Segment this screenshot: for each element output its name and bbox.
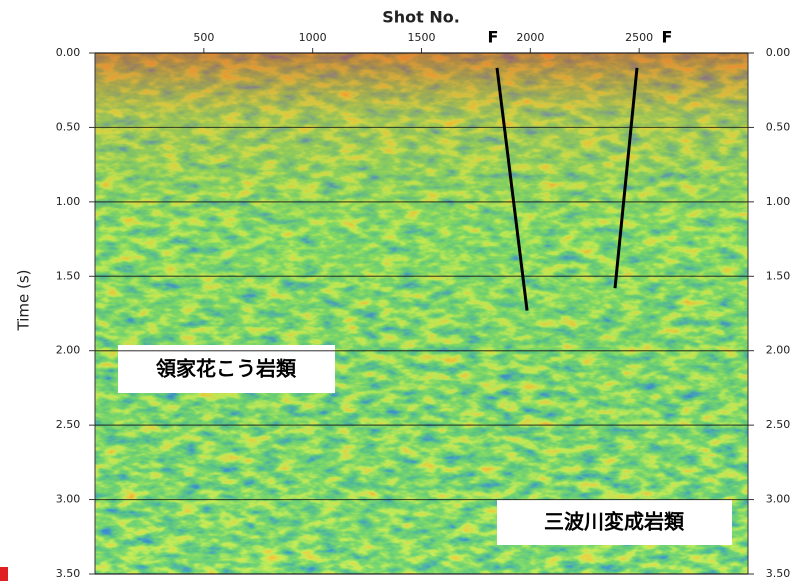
y-tick-label: 3.00	[56, 493, 81, 506]
shallow-reflections	[95, 53, 748, 574]
x-tick-label: 2500	[625, 31, 653, 44]
y-tick-label: 0.50	[56, 120, 81, 133]
annotation: 領家花こう岩類	[156, 357, 297, 381]
fault-label: F	[488, 28, 499, 47]
y-tick-label-right: 0.50	[766, 120, 791, 133]
fault-line	[495, 67, 529, 311]
y-tick-label-right: 1.00	[766, 195, 791, 208]
x-tick-label: 1000	[299, 31, 327, 44]
y-tick-label: 1.50	[56, 269, 81, 282]
y-tick-label: 2.50	[56, 418, 81, 431]
corner-mark	[0, 567, 8, 581]
x-tick-label: 500	[193, 31, 214, 44]
y-tick-label-right: 1.50	[766, 269, 791, 282]
y-tick-label-right: 3.00	[766, 493, 791, 506]
y-tick-label-right: 2.00	[766, 344, 791, 357]
annotation: 三波川変成岩類	[544, 510, 685, 534]
y-tick-label: 1.00	[56, 195, 81, 208]
y-tick-label-right: 0.00	[766, 46, 791, 59]
x-tick-label: 2000	[516, 31, 544, 44]
x-axis-label: Shot No.	[382, 8, 460, 27]
y-tick-label: 3.50	[56, 567, 81, 580]
fault-line	[613, 67, 639, 289]
y-tick-label-right: 3.50	[766, 567, 791, 580]
annotation-box	[497, 500, 732, 545]
y-tick-label: 2.00	[56, 344, 81, 357]
annotation-box	[118, 345, 335, 393]
y-tick-label: 0.00	[56, 46, 81, 59]
fault-label: F	[662, 28, 673, 47]
x-tick-label: 1500	[408, 31, 436, 44]
y-axis-label: Time (s)	[15, 270, 33, 332]
y-tick-label-right: 2.50	[766, 418, 791, 431]
